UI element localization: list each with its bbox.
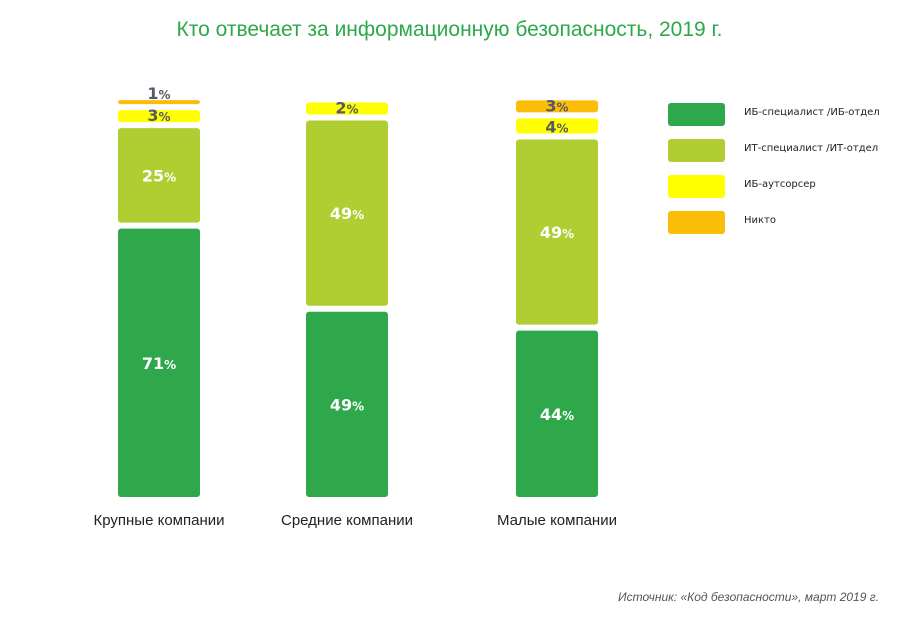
data-label: 44% — [540, 405, 574, 424]
bar-segment — [118, 110, 200, 123]
data-label: 3% — [147, 106, 170, 125]
legend-label: ИБ-специалист /ИБ-отдел — [744, 107, 880, 118]
bar-segment — [118, 228, 200, 497]
source-note: Источник: «Код безопасности», март 2019 … — [618, 590, 879, 604]
legend-swatch — [668, 103, 725, 126]
bar-segment — [516, 118, 598, 134]
bar-segment — [516, 100, 598, 113]
category-label: Малые компании — [497, 512, 617, 529]
legend-swatch — [668, 211, 725, 234]
bar-segment — [516, 330, 598, 497]
bar-segment — [306, 120, 388, 306]
chart-title: Кто отвечает за информационную безопасно… — [176, 18, 723, 41]
data-label: 2% — [335, 99, 358, 118]
legend-label: Никто — [744, 215, 777, 226]
category-label: Крупные компании — [93, 512, 225, 529]
legend-swatch — [668, 175, 725, 198]
data-label: 3% — [545, 96, 568, 115]
bar-segment — [118, 128, 200, 223]
legend-swatch — [668, 139, 725, 162]
category-label: Средние компании — [280, 512, 413, 529]
data-label: 1% — [147, 84, 170, 103]
bar-segment — [516, 139, 598, 325]
bar-segment — [118, 100, 200, 105]
data-label: 49% — [330, 395, 364, 414]
bar-segment — [306, 311, 388, 497]
data-label: 49% — [330, 204, 364, 223]
legend-label: ИБ-аутсорсер — [744, 179, 816, 190]
data-label: 25% — [142, 166, 176, 185]
data-label: 71% — [142, 354, 176, 373]
legend-label: ИТ-специалист /ИТ-отдел — [744, 143, 879, 154]
bar-segment — [306, 102, 388, 115]
data-label: 4% — [545, 117, 568, 136]
data-label: 49% — [540, 223, 574, 242]
